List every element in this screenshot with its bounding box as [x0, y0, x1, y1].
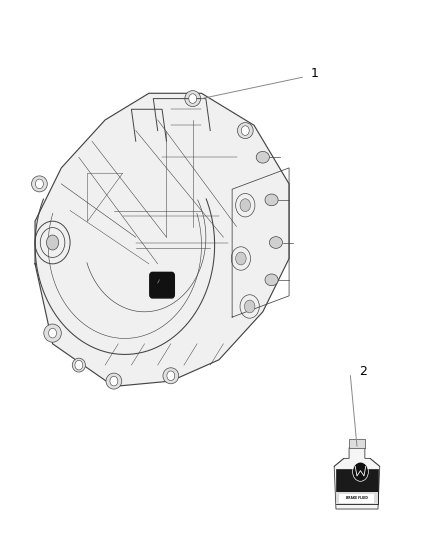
Ellipse shape	[32, 176, 47, 192]
Circle shape	[35, 179, 43, 189]
Bar	[339, 494, 374, 503]
Bar	[349, 439, 365, 448]
Polygon shape	[334, 448, 380, 509]
Ellipse shape	[185, 91, 201, 107]
Bar	[336, 492, 378, 504]
Circle shape	[240, 199, 251, 212]
Circle shape	[49, 328, 57, 338]
FancyBboxPatch shape	[150, 272, 174, 298]
Ellipse shape	[237, 123, 253, 139]
Circle shape	[189, 94, 197, 103]
Ellipse shape	[265, 274, 278, 286]
Circle shape	[110, 376, 118, 386]
Circle shape	[167, 371, 175, 381]
Ellipse shape	[44, 324, 61, 342]
Circle shape	[236, 252, 246, 265]
Text: 2: 2	[359, 365, 367, 378]
Circle shape	[46, 235, 59, 250]
Ellipse shape	[265, 194, 278, 206]
Text: BRAKE FLUID: BRAKE FLUID	[346, 496, 368, 500]
Circle shape	[353, 462, 368, 481]
Ellipse shape	[106, 373, 122, 389]
Ellipse shape	[269, 237, 283, 248]
Polygon shape	[35, 93, 289, 386]
Ellipse shape	[163, 368, 179, 384]
Circle shape	[244, 300, 255, 313]
Circle shape	[241, 126, 249, 135]
Text: 1: 1	[311, 67, 319, 79]
Circle shape	[75, 360, 83, 370]
Ellipse shape	[72, 358, 85, 372]
Bar	[336, 469, 378, 504]
Ellipse shape	[256, 151, 269, 163]
